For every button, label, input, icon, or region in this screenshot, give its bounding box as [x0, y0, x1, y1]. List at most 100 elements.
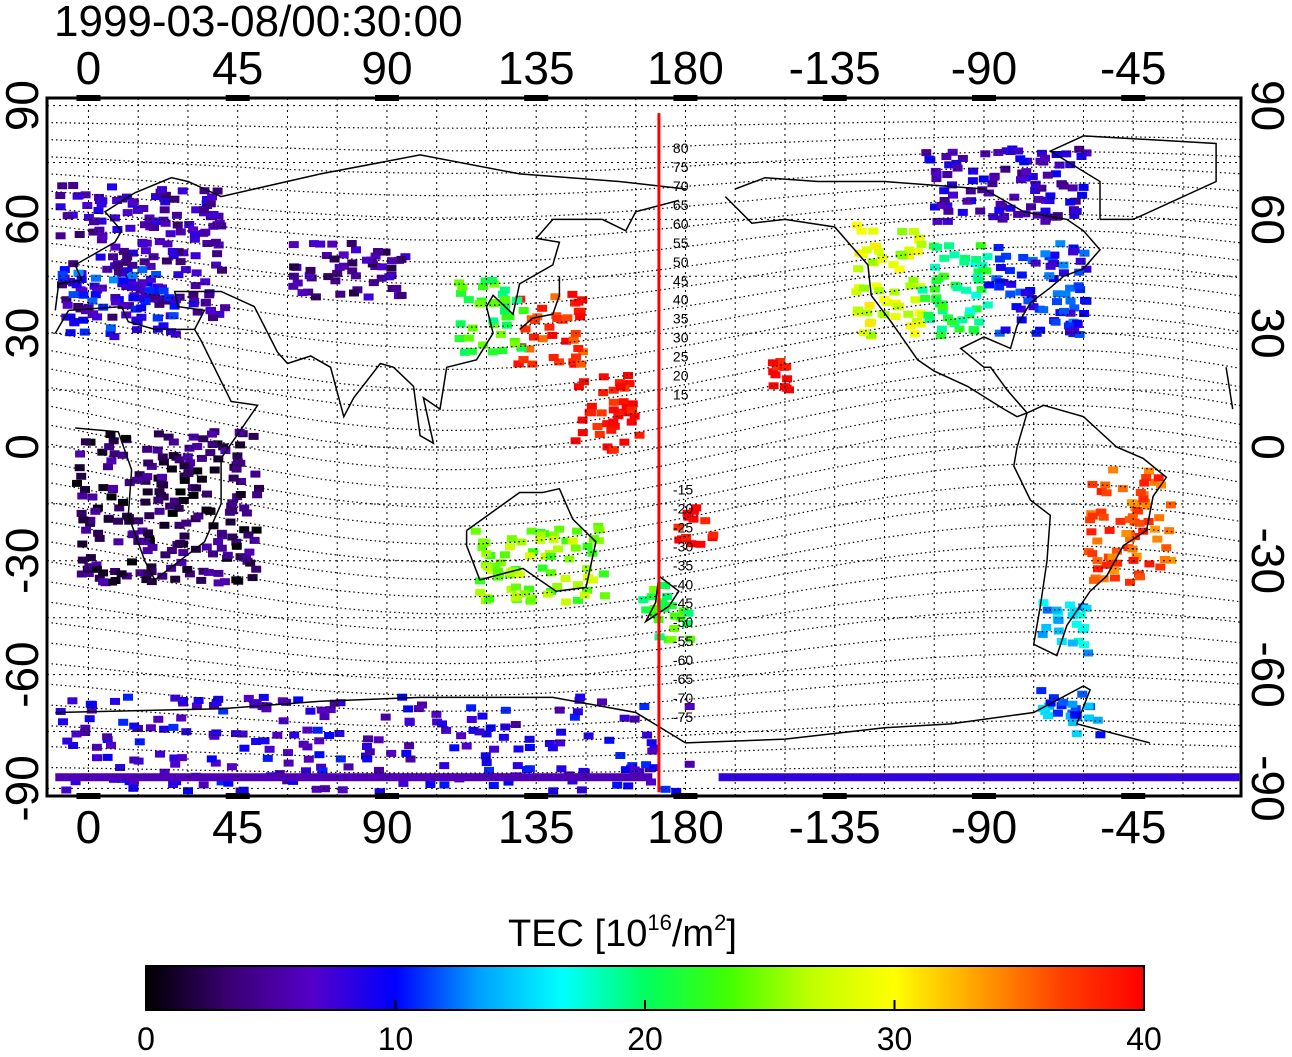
tec-cell — [85, 554, 96, 562]
tec-cell — [133, 517, 144, 525]
tec-cell — [553, 545, 563, 553]
tec-cell — [97, 197, 108, 205]
tec-cell — [304, 272, 315, 280]
tec-cell — [775, 358, 786, 365]
tec-cell — [573, 298, 584, 306]
tec-cell — [1152, 535, 1163, 543]
tec-cell — [975, 242, 986, 250]
tec-cell — [1139, 479, 1150, 487]
lat-tick-label: 90 — [0, 80, 48, 131]
tec-cell — [932, 217, 943, 225]
tec-cell — [964, 311, 975, 319]
contour-line — [47, 367, 1241, 451]
tec-cell — [1150, 478, 1160, 486]
tec-cell — [335, 755, 346, 763]
tec-cell — [277, 697, 288, 705]
tec-cell — [62, 212, 73, 220]
tec-cell — [974, 318, 985, 326]
lat-tick-label: -30 — [1242, 528, 1292, 594]
tec-cell — [560, 575, 571, 582]
tec-cell — [943, 314, 953, 322]
tec-cell — [577, 416, 588, 424]
tec-cell — [1058, 269, 1069, 277]
tec-cell — [544, 740, 555, 747]
tec-cell — [1001, 147, 1012, 155]
tec-cell — [1023, 297, 1034, 305]
tec-cell — [547, 744, 558, 752]
tec-cell — [205, 449, 216, 457]
tec-cell — [1061, 150, 1072, 158]
tec-cell — [243, 694, 254, 702]
tec-cell — [247, 574, 258, 582]
tec-cell — [455, 320, 466, 328]
tec-cell — [529, 333, 539, 341]
tec-cell — [936, 201, 947, 209]
tec-cell — [944, 242, 954, 250]
tec-cell — [55, 232, 66, 240]
tec-cell — [78, 516, 89, 524]
tec-cell — [305, 266, 316, 274]
tec-cell — [91, 743, 102, 751]
magnetic-latitude-contours — [47, 120, 1241, 774]
tec-cell — [1031, 329, 1042, 337]
colorbar-tick-label: 30 — [877, 1021, 913, 1057]
tec-cell — [80, 191, 91, 199]
tec-cell — [143, 459, 154, 467]
tec-cell — [520, 325, 531, 333]
tec-cell — [1135, 573, 1145, 581]
tec-cell — [1164, 527, 1175, 535]
lon-tick-label: -90 — [951, 42, 1017, 94]
tec-cell — [510, 721, 521, 728]
tec-cell — [262, 754, 273, 762]
tec-cell — [459, 348, 470, 356]
tec-cell — [909, 228, 919, 235]
tec-cell — [384, 273, 395, 281]
tec-cell — [1045, 262, 1056, 270]
tec-cell — [316, 763, 327, 771]
map-frame — [45, 96, 1243, 798]
contour-label: 35 — [673, 311, 689, 327]
tec-cell — [324, 732, 335, 739]
tec-cell — [169, 754, 180, 762]
tec-region — [851, 221, 928, 340]
tec-cell — [981, 267, 992, 275]
tec-cell — [931, 175, 942, 183]
tec-cell — [1037, 630, 1048, 638]
tec-cell — [646, 739, 657, 747]
tec-cell — [615, 383, 626, 391]
tec-cell — [941, 153, 952, 161]
tec-cell — [939, 197, 950, 204]
tec-cell — [954, 325, 965, 333]
tec-cell — [121, 311, 132, 319]
tec-cell — [1074, 268, 1085, 276]
tec-cell — [146, 563, 157, 571]
tec-cell — [128, 784, 139, 792]
tec-cell — [91, 274, 101, 282]
tec-cell — [475, 577, 485, 585]
tec-cell — [477, 543, 488, 551]
tec-cell — [72, 192, 83, 200]
tec-cell — [123, 302, 134, 310]
tec-cell — [150, 292, 160, 300]
tec-cell — [524, 585, 534, 593]
tec-cell — [615, 752, 626, 759]
tec-cell — [516, 538, 527, 546]
tec-cell — [1041, 196, 1052, 204]
tec-cell — [125, 224, 136, 232]
lon-tick-label: 180 — [647, 801, 724, 853]
contour-label: -15 — [673, 481, 693, 497]
tec-cell — [482, 563, 493, 571]
tec-cell — [166, 328, 176, 336]
tec-cell — [917, 311, 928, 319]
tec-cell — [673, 523, 684, 531]
tec-cell — [76, 509, 87, 517]
tec-cell — [68, 260, 79, 268]
tec-cell — [80, 724, 91, 732]
tec-cell — [131, 316, 142, 324]
tec-cell — [140, 247, 151, 255]
tec-cell — [930, 263, 940, 271]
tec-cell — [118, 718, 129, 726]
tec-cell — [466, 347, 477, 355]
tec-cell — [480, 539, 491, 547]
tec-cell — [461, 742, 472, 750]
